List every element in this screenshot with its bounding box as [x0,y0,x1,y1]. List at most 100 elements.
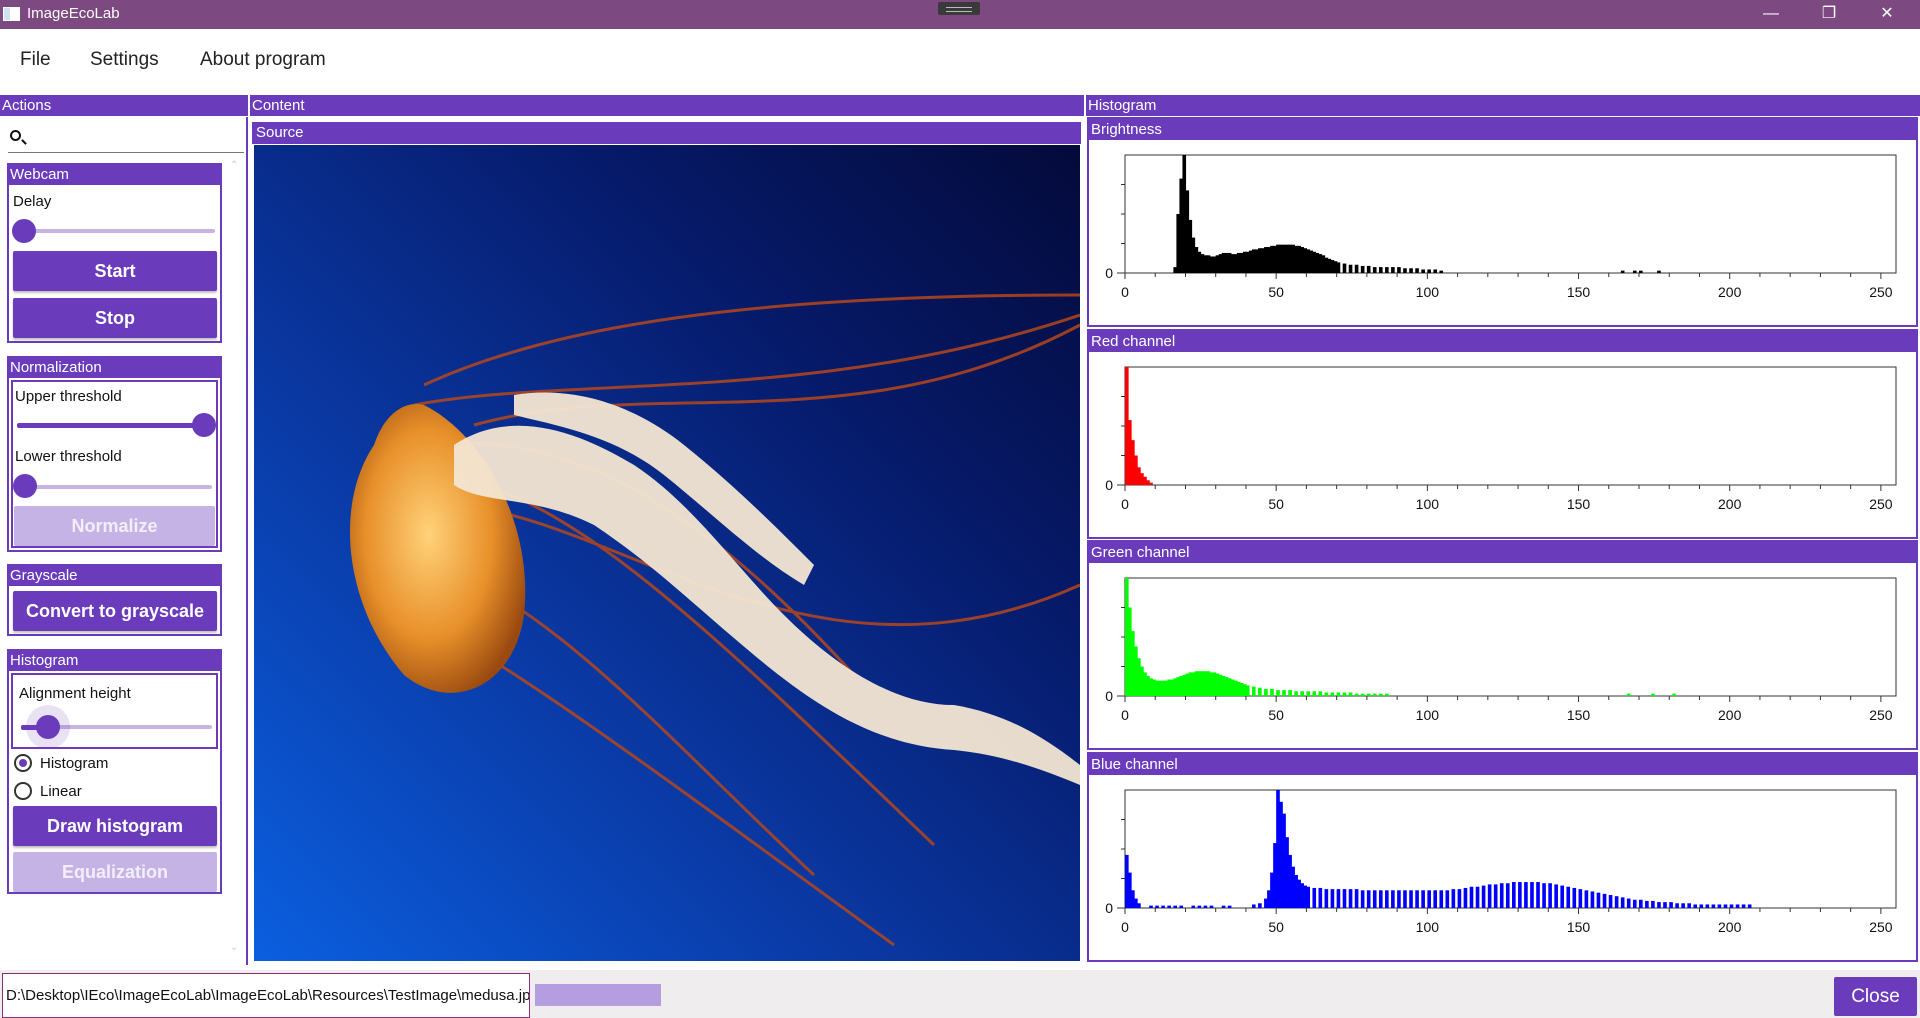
delay-slider-track[interactable] [15,229,215,233]
menu-about[interactable]: About program [200,49,326,70]
histogram-bar [1276,790,1280,908]
histogram-bar [1315,252,1320,273]
histogram-bar [1336,262,1341,273]
histogram-bar [1548,883,1552,908]
normalize-button[interactable]: Normalize [14,506,215,546]
histogram-bar [1131,890,1135,908]
histogram-bar [1125,854,1129,908]
histogram-bar [1137,903,1141,908]
linear-radio-label[interactable]: Linear [40,783,82,800]
histogram-bar [1614,896,1619,908]
x-tick-label: 50 [1268,496,1284,512]
histogram-bar [1723,904,1728,908]
normalization-group: Normalization Upper threshold Lower thre… [7,356,222,552]
stop-button[interactable]: Stop [13,298,217,338]
histogram-bar [1318,887,1323,908]
histogram-bar [1366,890,1371,908]
green-title: Green channel [1089,542,1916,563]
y-tick-label: 0 [1105,265,1113,281]
histogram-bar [1602,893,1607,908]
alignment-inner [11,673,218,749]
close-button[interactable]: Close [1834,977,1917,1016]
histogram-bar [1675,903,1679,908]
histogram-bar [1242,251,1247,273]
convert-grayscale-button[interactable]: Convert to grayscale [13,591,217,631]
delay-slider-thumb[interactable] [12,219,36,243]
histogram-bar [1267,890,1271,908]
histogram-bar [1258,903,1262,908]
histogram-bar [1209,905,1214,908]
x-tick-label: 100 [1416,496,1440,512]
upper-threshold-thumb[interactable] [192,413,216,437]
search-input[interactable] [30,127,242,151]
histogram-bar [1626,693,1631,696]
source-image [254,145,1080,961]
histogram-bar [1651,693,1655,696]
histogram-bar [1149,905,1153,908]
histogram-radio-label[interactable]: Histogram [40,755,109,772]
minimize-button[interactable]: — [1763,5,1779,22]
histogram-bar [1134,646,1138,696]
histogram-bar [1270,245,1274,273]
blue-chart: 0 50 100 150 200 250 0 [1105,789,1897,935]
alignment-slider-thumb[interactable] [36,715,60,739]
x-tick-label: 100 [1416,919,1440,935]
linear-radio[interactable] [14,782,32,800]
histogram-bar [1584,890,1589,908]
histogram-bar [1306,691,1311,696]
start-button[interactable]: Start [13,251,217,291]
histogram-bar [1354,264,1359,273]
normalization-inner [11,380,218,548]
x-tick-label: 100 [1416,707,1440,723]
red-chart: 0 50 100 150 200 250 0 [1105,366,1897,512]
histogram-settings-group: Histogram Alignment height Histogram Lin… [7,649,222,894]
menu-file[interactable]: File [20,49,51,70]
scroll-down-icon[interactable]: ⌄ [230,942,239,953]
plot-area [1124,366,1897,486]
histogram-bar [1699,904,1704,908]
histogram-bar [1318,254,1323,273]
histogram-bar [1711,904,1716,908]
histogram-bar [1155,680,1159,696]
close-window-button[interactable]: ✕ [1880,5,1894,22]
histogram-bar [1578,889,1583,908]
histogram-bar [1282,244,1286,273]
draw-histogram-button[interactable]: Draw histogram [13,806,217,846]
histogram-bar [1131,631,1135,696]
histogram-bar [1288,854,1292,908]
restore-button[interactable]: ❐ [1821,5,1837,22]
menu-settings[interactable]: Settings [90,49,159,70]
drag-grip-icon[interactable] [938,2,980,15]
histogram-bar [1149,482,1153,485]
histogram-bar [1672,693,1676,696]
histogram-bar [1705,904,1710,908]
histogram-bar [1224,252,1229,273]
alignment-slider-track[interactable] [21,725,212,729]
x-tick-label: 150 [1567,284,1591,300]
histogram-bar [1385,890,1389,908]
histogram-bar [1143,672,1147,696]
histogram-bar [1342,692,1347,696]
histogram-bar [1270,688,1274,696]
histogram-bar [1397,267,1401,273]
lower-threshold-thumb[interactable] [13,474,37,498]
lower-threshold-track[interactable] [17,485,212,489]
content-header: Content [250,95,1084,116]
equalization-button[interactable]: Equalization [13,852,217,892]
histogram-bar [1197,251,1202,273]
histogram-bar [1179,178,1184,273]
scroll-up-icon[interactable]: ⌃ [230,160,239,171]
histogram-bar [1167,905,1171,908]
y-tick-label: 0 [1105,477,1113,493]
histogram-bar [1330,889,1335,908]
progress-bar [535,984,661,1006]
histogram-bar [1134,898,1138,908]
histogram-bar [1415,268,1419,273]
histogram-bar [1639,899,1643,908]
normalization-title: Normalization [9,358,220,378]
histogram-radio[interactable] [14,754,32,772]
histogram-bar [1273,843,1277,908]
histogram-bar [1360,693,1365,696]
histogram-bar [1294,691,1298,696]
histogram-bar [1285,244,1289,273]
